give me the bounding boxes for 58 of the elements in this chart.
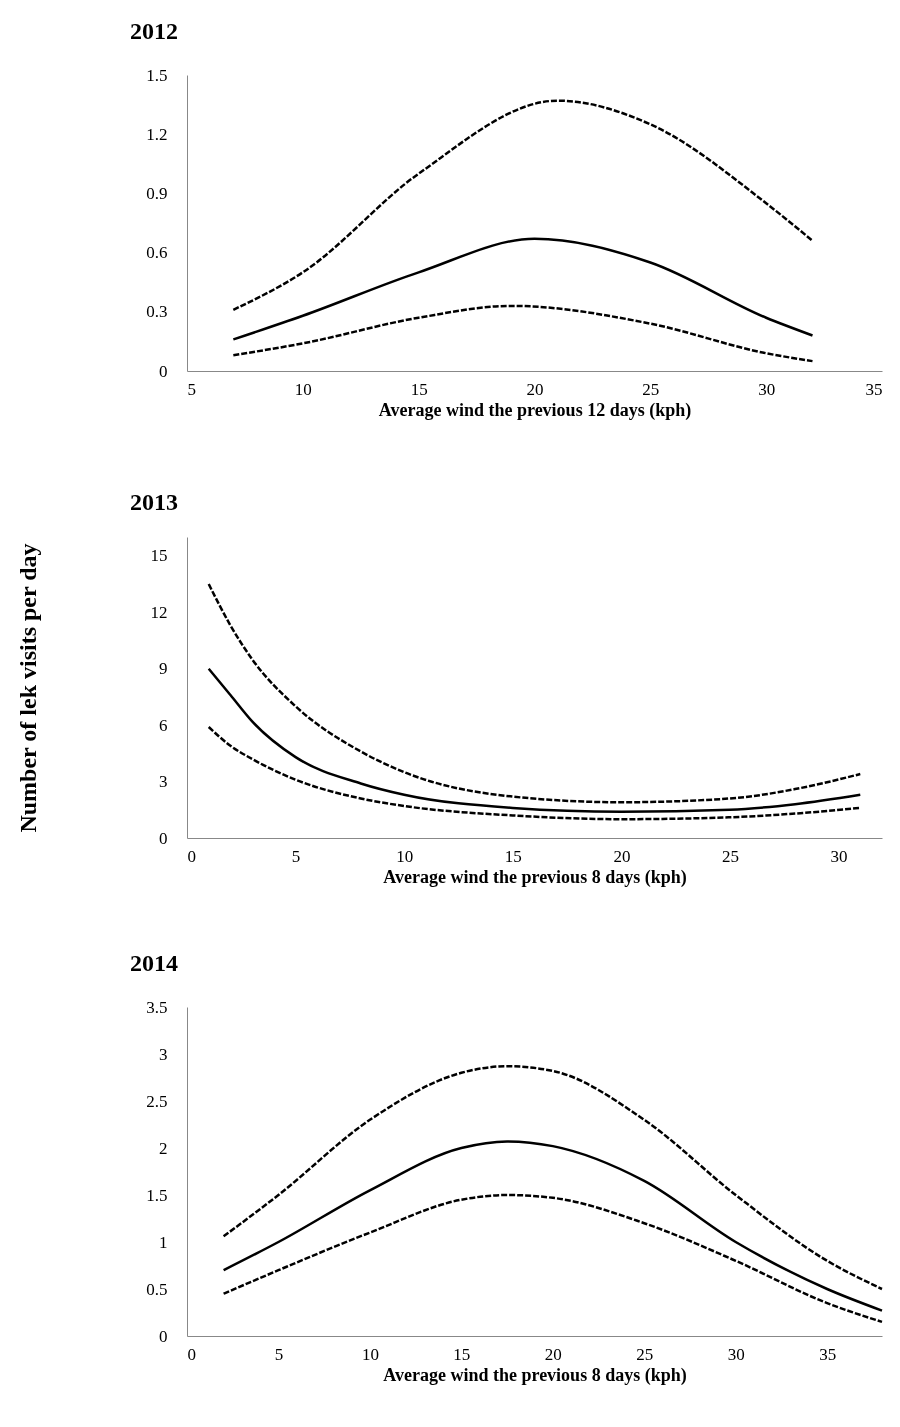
x-axis-title: Average wind the previous 12 days (kph)	[378, 399, 692, 421]
chart-title: 2014	[130, 950, 178, 976]
x-tick-label: 35	[819, 1344, 837, 1364]
x-tick-label: 35	[865, 379, 883, 399]
x-axis-title: Average wind the previous 8 days (kph)	[383, 866, 687, 888]
x-tick-label: 15	[410, 379, 428, 399]
x-tick-label: 30	[758, 379, 776, 399]
y-tick-label: 3	[159, 772, 168, 792]
x-tick-label: 15	[504, 846, 522, 866]
y-tick-label: 0	[159, 1326, 168, 1346]
x-tick-label: 30	[727, 1344, 745, 1364]
y-tick-label: 1	[159, 1232, 168, 1252]
x-tick-label: 10	[361, 1344, 379, 1364]
y-tick-label: 9	[159, 659, 168, 679]
y-tick-label: 3	[159, 1044, 168, 1064]
x-tick-label: 30	[830, 846, 848, 866]
x-tick-label: 5	[187, 379, 196, 399]
x-tick-label: 25	[721, 846, 739, 866]
line-series	[222, 1140, 884, 1312]
x-tick-label: 15	[453, 1344, 471, 1364]
y-tick-label: 0.5	[146, 1279, 168, 1299]
line-series	[207, 667, 862, 813]
y-tick-label: 1.2	[146, 124, 168, 144]
y-tick-label: 2	[159, 1138, 168, 1158]
line-series	[207, 582, 862, 804]
y-tick-label: 0	[159, 361, 168, 381]
chart-title: 2013	[130, 489, 178, 515]
x-tick-label: 20	[613, 846, 631, 866]
x-tick-label: 25	[642, 379, 660, 399]
y-tick-label: 3.5	[146, 997, 168, 1017]
y-tick-label: 2.5	[146, 1091, 168, 1111]
line-series	[232, 304, 814, 363]
chart-title: 2012	[130, 18, 178, 44]
y-tick-label: 15	[150, 546, 168, 566]
line-series	[222, 1193, 884, 1324]
y-tick-label: 6	[159, 715, 168, 735]
line-series	[207, 725, 862, 821]
x-tick-label: 5	[274, 1344, 284, 1364]
line-series	[232, 237, 814, 341]
x-tick-label: 20	[526, 379, 544, 399]
x-tick-label: 10	[294, 379, 312, 399]
y-axis-title: Number of lek visits per day	[14, 543, 41, 833]
y-tick-label: 12	[150, 602, 168, 622]
x-tick-label: 25	[636, 1344, 654, 1364]
x-tick-label: 5	[291, 846, 301, 866]
y-tick-label: 0.9	[146, 183, 168, 203]
line-series	[232, 99, 814, 312]
x-axis-title: Average wind the previous 8 days (kph)	[383, 1364, 687, 1386]
x-tick-label: 0	[187, 846, 196, 866]
y-tick-label: 0	[159, 828, 168, 848]
y-tick-label: 1.5	[146, 65, 168, 85]
y-tick-label: 0.6	[146, 243, 168, 263]
x-tick-label: 20	[544, 1344, 562, 1364]
line-series	[222, 1064, 884, 1291]
y-tick-label: 0.3	[146, 302, 168, 322]
y-tick-label: 1.5	[146, 1185, 168, 1205]
x-tick-label: 10	[396, 846, 414, 866]
x-tick-label: 0	[187, 1344, 196, 1364]
